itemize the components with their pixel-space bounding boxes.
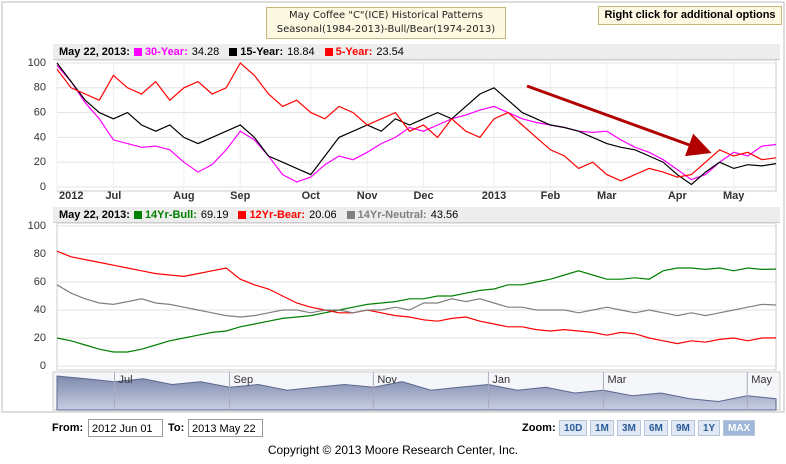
series-line (56, 62, 777, 186)
x-tick-label: Oct (302, 190, 321, 202)
legend-name[interactable]: 30-Year (145, 46, 188, 58)
legend-swatch (133, 48, 142, 56)
navigator-label: May (751, 374, 772, 386)
legend-name[interactable]: 5-Year (336, 46, 373, 58)
navigator-label: Jul (119, 374, 133, 386)
x-tick-label: Dec (413, 190, 433, 202)
to-input[interactable]: 2013 May 22 (188, 419, 263, 437)
x-tick-label: Mar (597, 190, 617, 202)
y-tick-label: 20 (34, 332, 46, 344)
zoom-button[interactable]: 3M (617, 420, 641, 436)
x-tick-label: 2012 (59, 190, 83, 202)
zoom-button[interactable]: 10D (559, 420, 588, 436)
y-tick-label: 60 (34, 276, 46, 288)
plot-area (56, 222, 777, 371)
frame (1, 1, 785, 413)
legend-value: 23.54 (376, 46, 404, 58)
y-tick-label: 60 (34, 107, 46, 119)
title-line: Seasonal(1984-2013)-Bull/Bear(1974-2013) (276, 24, 496, 35)
y-tick-label: 0 (40, 360, 46, 372)
trend-arrow (526, 84, 712, 157)
legend-swatch (238, 211, 247, 219)
legend-swatch (133, 211, 142, 219)
x-tick-label: May (723, 190, 745, 202)
legend-date: May 22, 2013: (59, 46, 130, 58)
legend-date: May 22, 2013: (59, 209, 130, 221)
navigator-label: Sep (234, 374, 254, 386)
y-tick-label: 40 (34, 304, 46, 316)
title-line: May Coffee "C"(ICE) Historical Patterns (289, 10, 483, 21)
x-tick-label: Aug (173, 190, 194, 202)
legend-swatch (324, 48, 333, 56)
plot-area (56, 59, 777, 192)
legend-bar: May 22, 2013: 30-Year34.28 15-Year 18.84 5-Y… (53, 44, 780, 60)
series-line (56, 65, 777, 183)
zoom-button[interactable]: 1Y (698, 420, 721, 436)
series-line (56, 250, 777, 345)
legend-swatch (346, 211, 355, 219)
y-tick-label: 100 (28, 220, 46, 232)
legend-bar: May 22, 2013: 14Yr-Bull69.19 12Yr-Bear 20.0… (53, 207, 780, 223)
zoom-button[interactable]: 9M (671, 420, 695, 436)
legend-value: 43.56 (430, 209, 459, 221)
legend-name[interactable]: 12Yr-Bear (249, 209, 305, 221)
x-tick-label: Feb (541, 190, 561, 202)
x-tick-label: Sep (230, 190, 250, 202)
to-label: To: (168, 422, 185, 434)
options-hint[interactable]: Right click for additional options (598, 6, 782, 25)
series-line (56, 284, 777, 318)
y-tick-label: 20 (34, 156, 46, 168)
legend-swatch (229, 48, 238, 56)
series-line (56, 267, 777, 353)
navigator-label: Mar (607, 374, 626, 386)
from-input[interactable]: 2012 Jun 01 (88, 419, 163, 437)
series-line (56, 62, 777, 182)
legend-value: 69.19 (200, 209, 229, 221)
y-tick-label: 80 (34, 248, 46, 260)
legend-value: 18.84 (287, 46, 315, 58)
navigator-label: Nov (377, 374, 397, 386)
navigator-label: Jan (492, 374, 510, 386)
zoom-button[interactable]: MAX (723, 420, 756, 436)
zoom-button[interactable]: 6M (644, 420, 668, 436)
legend-value: 20.06 (309, 209, 337, 221)
x-tick-label: 2013 (482, 190, 506, 202)
navigator-area (56, 375, 777, 411)
legend-name[interactable]: 14Yr-Neutral (358, 209, 427, 221)
x-tick-label: Nov (357, 190, 379, 202)
y-tick-label: 40 (34, 131, 46, 143)
copyright: Copyright © 2013 Moore Research Center, … (267, 443, 519, 457)
x-tick-label: Jul (105, 190, 121, 202)
y-tick-label: 0 (40, 181, 46, 193)
title-box: May Coffee "C"(ICE) Historical Patterns … (266, 7, 506, 39)
legend-name[interactable]: 14Yr-Bull (145, 209, 197, 221)
legend-name[interactable]: 15-Year (240, 46, 283, 58)
y-tick-label: 100 (28, 57, 46, 69)
y-tick-label: 80 (34, 82, 46, 94)
from-label: From: (52, 422, 84, 434)
zoom-button[interactable]: 1M (590, 420, 614, 436)
x-tick-label: Apr (668, 190, 688, 202)
legend-value: 34.28 (191, 46, 220, 58)
zoom-label: Zoom: (522, 422, 556, 434)
controls: From: 2012 Jun 01 To: 2013 May 22 Zoom: … (0, 418, 786, 440)
